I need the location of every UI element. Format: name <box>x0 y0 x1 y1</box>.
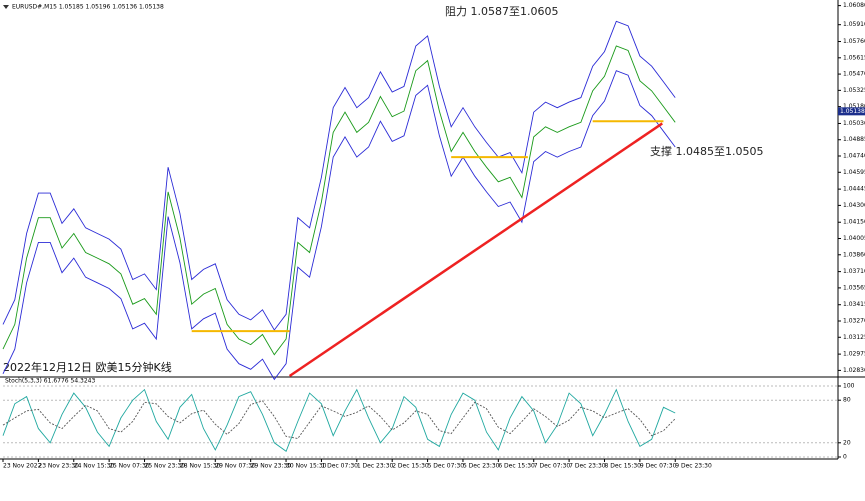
y-tick-label: 100 <box>843 383 855 390</box>
x-tick-label: 5 Dec 23:30 <box>463 463 500 470</box>
trend-line <box>288 122 663 378</box>
y-tick-label: 1.05470 <box>843 71 865 78</box>
series-line <box>2 20 676 331</box>
y-tick-label: 1.03710 <box>843 268 865 275</box>
x-tick-label: 7 Dec 07:30 <box>534 463 571 470</box>
x-tick-label: 7 Dec 23:30 <box>569 463 606 470</box>
x-tick-label: 2 Dec 15:30 <box>392 463 429 470</box>
y-tick-label: 80 <box>843 397 851 404</box>
y-tick-label: 20 <box>843 439 851 446</box>
y-tick-label: 1.04595 <box>843 169 865 176</box>
x-tick-label: 29 Nov 07:30 <box>215 463 256 470</box>
y-tick-label: 1.03270 <box>843 318 865 325</box>
x-tick-label: 9 Dec 07:30 <box>640 463 677 470</box>
y-tick-label: 1.05030 <box>843 120 865 127</box>
y-tick-label: 1.06080 <box>843 2 865 9</box>
series-line <box>2 388 676 453</box>
x-tick-label: 25 Nov 23:30 <box>145 463 186 470</box>
series-line <box>2 400 676 439</box>
x-tick-label: 8 Dec 15:30 <box>604 463 641 470</box>
y-tick-label: 1.04005 <box>843 235 865 242</box>
y-tick-label: 1.04885 <box>843 136 865 143</box>
indicator-title: Stoch(5,3,3) 61.6776 54.3243 <box>5 378 96 385</box>
last-price-box <box>838 107 865 116</box>
chart-title: EURUSD#,M15 1.05185 1.05196 1.05136 1.05… <box>12 4 164 11</box>
y-tick-label: 1.02975 <box>843 351 865 358</box>
x-tick-label: 9 Dec 23:30 <box>675 463 712 470</box>
menu-icon[interactable] <box>3 5 9 9</box>
series-line <box>2 45 676 356</box>
series-line <box>2 70 676 381</box>
y-tick-label: 1.05760 <box>843 38 865 45</box>
resistance-note: 阻力 1.0587至1.0605 <box>445 5 558 18</box>
y-tick-label: 1.05180 <box>843 103 865 110</box>
y-tick-label: 0 <box>843 454 847 461</box>
x-tick-label: 29 Nov 23:30 <box>251 463 292 470</box>
support-note: 支撑 1.0485至1.0505 <box>650 144 763 158</box>
x-tick-label: 24 Nov 15:30 <box>74 463 115 470</box>
last-price-label: 1.05138 <box>840 108 865 115</box>
y-tick-label: 1.04300 <box>843 202 865 209</box>
x-tick-label: 25 Nov 07:30 <box>109 463 150 470</box>
y-tick-label: 1.05615 <box>843 54 865 61</box>
x-tick-label: 23 Nov 23:30 <box>38 463 79 470</box>
y-tick-label: 1.03415 <box>843 301 865 308</box>
x-tick-label: 1 Dec 07:30 <box>321 463 358 470</box>
x-tick-label: 23 Nov 2022 <box>3 463 42 470</box>
y-tick-label: 1.05910 <box>843 21 865 28</box>
x-tick-label: 1 Dec 23:30 <box>357 463 394 470</box>
y-tick-label: 1.05325 <box>843 87 865 94</box>
x-tick-label: 30 Nov 15:30 <box>286 463 327 470</box>
x-tick-label: 5 Dec 07:30 <box>428 463 465 470</box>
y-tick-label: 1.02830 <box>843 367 865 374</box>
y-tick-label: 1.03125 <box>843 334 865 341</box>
y-tick-label: 1.03565 <box>843 284 865 291</box>
y-tick-label: 1.03860 <box>843 251 865 258</box>
y-tick-label: 1.04445 <box>843 186 865 193</box>
x-tick-label: 6 Dec 15:30 <box>498 463 535 470</box>
y-tick-label: 1.04150 <box>843 219 865 226</box>
y-tick-label: 1.04740 <box>843 153 865 160</box>
caption: 2022年12月12日 欧美15分钟K线 <box>3 360 172 374</box>
x-tick-label: 28 Nov 15:30 <box>180 463 221 470</box>
